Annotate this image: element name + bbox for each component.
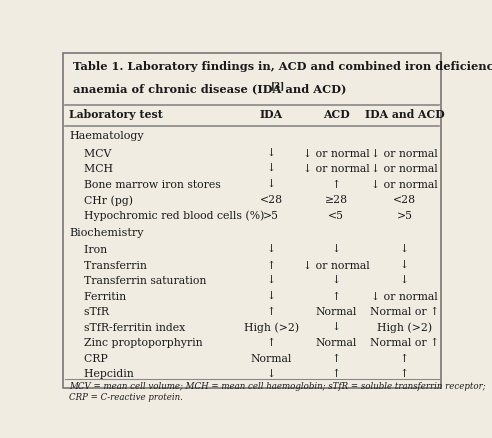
Text: anaemia of chronic disease (IDA and ACD): anaemia of chronic disease (IDA and ACD) bbox=[73, 83, 346, 94]
Text: <5: <5 bbox=[328, 210, 344, 220]
Text: Table 1. Laboratory findings in, ACD and combined iron deficiency anaemia and: Table 1. Laboratory findings in, ACD and… bbox=[73, 61, 492, 72]
Text: Haematology: Haematology bbox=[69, 131, 144, 141]
Text: ↑: ↑ bbox=[332, 353, 340, 363]
Text: >5: >5 bbox=[263, 210, 279, 220]
Text: ↑: ↑ bbox=[332, 368, 340, 378]
Text: ↓ or normal: ↓ or normal bbox=[303, 164, 369, 174]
Text: ↑: ↑ bbox=[400, 368, 409, 378]
Text: Transferrin: Transferrin bbox=[77, 260, 147, 270]
Text: ↓: ↓ bbox=[267, 291, 276, 301]
Text: >5: >5 bbox=[397, 210, 413, 220]
Text: ↓ or normal: ↓ or normal bbox=[371, 291, 438, 301]
Text: Biochemistry: Biochemistry bbox=[69, 227, 144, 237]
Text: ↓: ↓ bbox=[267, 244, 276, 254]
Text: High (>2): High (>2) bbox=[244, 322, 299, 332]
Text: ↑: ↑ bbox=[267, 307, 276, 317]
Text: ↓ or normal: ↓ or normal bbox=[303, 148, 369, 158]
Text: ↑: ↑ bbox=[267, 260, 276, 270]
Text: Normal or ↑: Normal or ↑ bbox=[370, 307, 439, 317]
Text: Hepcidin: Hepcidin bbox=[77, 368, 133, 378]
Text: ↑: ↑ bbox=[267, 338, 276, 347]
Text: ↓: ↓ bbox=[400, 260, 409, 270]
Text: Transferrin saturation: Transferrin saturation bbox=[77, 276, 206, 286]
Text: Normal: Normal bbox=[315, 307, 357, 317]
Text: ↓ or normal: ↓ or normal bbox=[303, 260, 369, 270]
Text: ↓: ↓ bbox=[400, 244, 409, 254]
Text: sTfR: sTfR bbox=[77, 307, 109, 317]
Text: [3]: [3] bbox=[271, 81, 285, 90]
Text: ↓: ↓ bbox=[267, 148, 276, 158]
Text: Zinc proptoporphyrin: Zinc proptoporphyrin bbox=[77, 338, 202, 347]
Text: ↑: ↑ bbox=[332, 180, 340, 189]
Text: IDA and ACD: IDA and ACD bbox=[365, 109, 445, 120]
Text: MCV: MCV bbox=[77, 148, 111, 158]
Text: High (>2): High (>2) bbox=[377, 322, 432, 332]
Text: CHr (pg): CHr (pg) bbox=[77, 195, 133, 205]
Text: Iron: Iron bbox=[77, 244, 107, 254]
Text: ↑: ↑ bbox=[332, 291, 340, 301]
Text: Laboratory test: Laboratory test bbox=[69, 109, 163, 120]
Text: ↓: ↓ bbox=[267, 180, 276, 189]
Text: MCH: MCH bbox=[77, 164, 113, 174]
Text: <28: <28 bbox=[393, 195, 416, 205]
Text: ACD: ACD bbox=[323, 109, 349, 120]
Text: CRP: CRP bbox=[77, 353, 107, 363]
Text: Normal or ↑: Normal or ↑ bbox=[370, 338, 439, 347]
Text: Ferritin: Ferritin bbox=[77, 291, 126, 301]
Text: ↓ or normal: ↓ or normal bbox=[371, 164, 438, 174]
Text: ↑: ↑ bbox=[400, 353, 409, 363]
Text: IDA: IDA bbox=[260, 109, 283, 120]
Text: Bone marrow iron stores: Bone marrow iron stores bbox=[77, 180, 220, 189]
Text: ↓ or normal: ↓ or normal bbox=[371, 180, 438, 189]
Text: Hypochromic red blood cells (%): Hypochromic red blood cells (%) bbox=[77, 210, 264, 221]
Text: Normal: Normal bbox=[250, 353, 292, 363]
Text: ↓: ↓ bbox=[400, 276, 409, 286]
Text: ↓ or normal: ↓ or normal bbox=[371, 148, 438, 158]
Text: ↓: ↓ bbox=[332, 244, 340, 254]
Text: ≥28: ≥28 bbox=[324, 195, 348, 205]
Text: sTfR-ferritin index: sTfR-ferritin index bbox=[77, 322, 185, 332]
Text: ↓: ↓ bbox=[332, 276, 340, 286]
Text: ↓: ↓ bbox=[267, 276, 276, 286]
Text: ↓: ↓ bbox=[267, 164, 276, 174]
Text: Normal: Normal bbox=[315, 338, 357, 347]
Text: ↓: ↓ bbox=[332, 322, 340, 332]
Text: <28: <28 bbox=[260, 195, 283, 205]
Text: MCV = mean cell volume; MCH = mean cell haemoglobin; sTfR = soluble transferrin : MCV = mean cell volume; MCH = mean cell … bbox=[69, 381, 486, 401]
Text: ↓: ↓ bbox=[267, 368, 276, 378]
